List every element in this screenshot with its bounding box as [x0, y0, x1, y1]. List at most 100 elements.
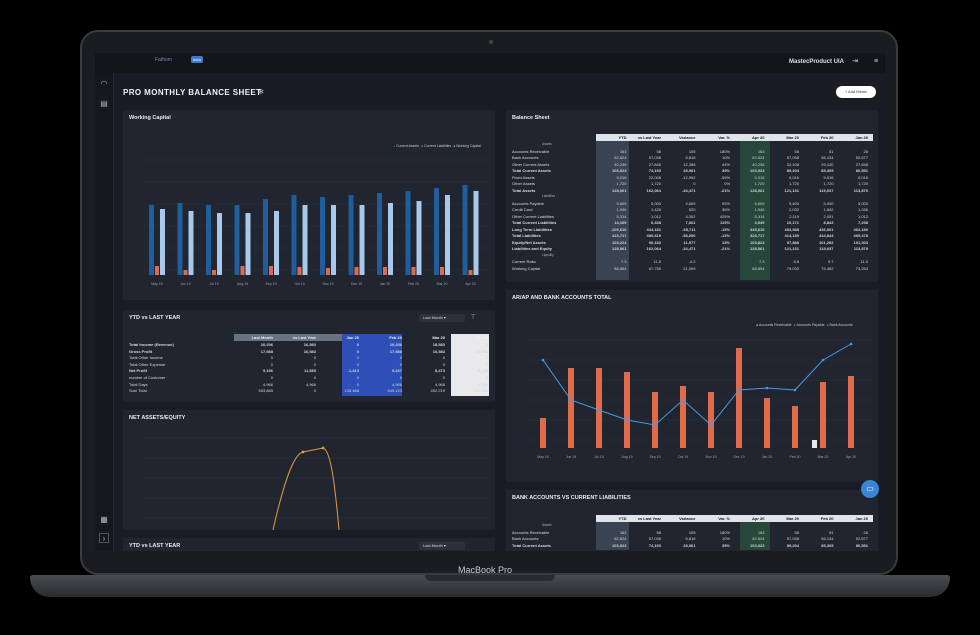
- x-tick-label: Feb 20: [790, 455, 801, 459]
- laptop-base: [30, 575, 950, 597]
- table-cell: 119,037: [819, 187, 834, 193]
- grid-icon[interactable]: ▦: [100, 515, 108, 524]
- beta-badge: beta: [191, 56, 203, 63]
- table-header-cell: YTD: [618, 516, 627, 521]
- table-row-label: Total Liabilities: [512, 233, 541, 238]
- table-cell: 88,854: [752, 265, 765, 271]
- table-cell: 520: [688, 207, 696, 212]
- legend-current-liabilities: Current Liabilities: [424, 144, 452, 148]
- chat-icon[interactable]: ▭: [861, 480, 879, 498]
- x-tick-label: Jul 19: [209, 282, 218, 286]
- document-icon[interactable]: ▤: [100, 99, 108, 108]
- app-screen: Fathom beta MastecProduct UIA ⇥ ≡ ◠ ▤ ▦ …: [95, 53, 885, 551]
- sidebar: ◠ ▤ ▦ ›: [95, 73, 114, 551]
- table-cell: 425%: [719, 213, 730, 219]
- table-cell: 76,462: [821, 265, 834, 271]
- expand-icon[interactable]: ›: [99, 533, 109, 543]
- gauge-icon[interactable]: ◠: [100, 79, 108, 88]
- table-cell: 0: [442, 355, 445, 361]
- menu-icon[interactable]: ≡: [873, 58, 879, 65]
- table-cell: -65,711: [682, 226, 696, 232]
- bank-accounts-line: [542, 343, 852, 426]
- camera: [489, 40, 493, 44]
- table-row-label: Assets: [542, 142, 552, 146]
- table-cell: 97,888: [786, 239, 799, 245]
- table-cell: 553,865: [258, 388, 273, 394]
- table-cell: 0: [270, 361, 273, 367]
- table-cell: 39%: [721, 168, 730, 173]
- table-cell: 57,038: [786, 536, 799, 541]
- table-cell: 92%: [721, 200, 730, 206]
- table-cell: 8.8: [793, 259, 799, 264]
- bank-accounts-point: [681, 398, 685, 402]
- table-row-label: Total Current Assets: [512, 542, 551, 548]
- table-cell: 9,156: [262, 368, 273, 374]
- x-tick-label: Aug 19: [621, 455, 632, 459]
- current-assets-bar: [291, 195, 297, 275]
- table-cell: 51: [829, 529, 834, 535]
- table-cell: 113,879: [853, 187, 868, 193]
- ytd2-panel: YTD vs LAST YEAR Last Month ▾: [123, 538, 495, 551]
- table-cell: 0: [485, 355, 488, 361]
- table-header-cell: Mar 20: [786, 516, 799, 521]
- accounts-payable-bar: [568, 368, 574, 448]
- working-capital-bar: [160, 209, 165, 275]
- table-cell: 58: [656, 148, 661, 154]
- logout-icon[interactable]: ⇥: [852, 58, 858, 65]
- working-capital-panel: Working Capital ● Current Assets ● Curre…: [123, 110, 495, 300]
- ytd-period-dropdown[interactable]: Last Month ▾: [419, 314, 465, 322]
- table-cell: 16,583: [303, 342, 316, 347]
- table-cell: 40,236: [752, 161, 765, 167]
- bank-accounts-point: [541, 358, 545, 362]
- table-cell: 0: [399, 375, 402, 380]
- app-logo[interactable]: Fathom: [155, 57, 172, 63]
- net-assets-title: NET ASSETS/EQUITY: [129, 415, 186, 421]
- table-cell: 128,061: [750, 246, 765, 251]
- table-row-label: Accounts Receivable: [512, 148, 550, 154]
- table-cell: 0: [693, 181, 696, 186]
- current-liabilities-bar: [269, 266, 273, 275]
- x-tick-label: Nov 19: [322, 282, 333, 286]
- table-cell: -109,616: [610, 226, 627, 232]
- table-cell: -4.2: [688, 259, 696, 264]
- ytd2-period-dropdown[interactable]: Last Month ▾: [419, 542, 465, 550]
- table-cell: 128,061: [612, 187, 627, 193]
- add-metric-button[interactable]: + Add Metric: [836, 86, 876, 98]
- working-capital-bar: [445, 195, 450, 275]
- table-cell: 5,000: [857, 200, 868, 206]
- table-cell: 163: [619, 529, 627, 535]
- table-header-cell: Last Month: [251, 335, 273, 340]
- x-tick-label: Sep 19: [265, 282, 276, 286]
- bank-accounts-point: [765, 386, 769, 390]
- filter-icon[interactable]: ⊤: [469, 314, 477, 321]
- table-cell: 8,843: [823, 220, 834, 225]
- table-cell: 62,624: [752, 155, 765, 160]
- table-cell: 128,061: [750, 187, 765, 193]
- table-cell: 0: [270, 375, 273, 380]
- table-header-cell: vs Last Year: [637, 135, 661, 140]
- table-cell: 1,426: [650, 207, 661, 212]
- table-cell: 44%: [721, 161, 730, 167]
- table-cell: 2,001: [823, 213, 834, 219]
- table-cell: -12,992: [681, 174, 696, 180]
- table-header-cell: Jan 20: [855, 135, 868, 140]
- gear-icon[interactable]: ✻: [258, 89, 264, 96]
- table-cell: 40,236: [614, 161, 627, 167]
- table-cell: 444,844: [819, 233, 834, 238]
- x-tick-label: Sep 19: [649, 455, 660, 459]
- table-cell: 0: [399, 355, 402, 361]
- table-cell: 14,169: [614, 220, 627, 225]
- table-cell: 4,966: [477, 381, 488, 387]
- table-cell: 11.0: [860, 259, 869, 264]
- table-header-cell: Variance: [679, 516, 696, 521]
- company-name[interactable]: MastecProduct UIA: [789, 59, 845, 65]
- table-cell: 103,824: [750, 239, 765, 245]
- table-cell: 11,589: [303, 368, 316, 374]
- table-row-label: Sum Total: [129, 388, 147, 394]
- working-capital-legend: ● Current Assets ● Current Liabilities ●…: [393, 144, 481, 148]
- legend-accounts-receivable: Accounts Receivable: [758, 323, 792, 327]
- working-capital-bar: [331, 205, 336, 275]
- table-cell: 26: [863, 529, 868, 535]
- table-cell: 5,400: [788, 200, 799, 206]
- table-header-cell: Variance: [679, 135, 696, 140]
